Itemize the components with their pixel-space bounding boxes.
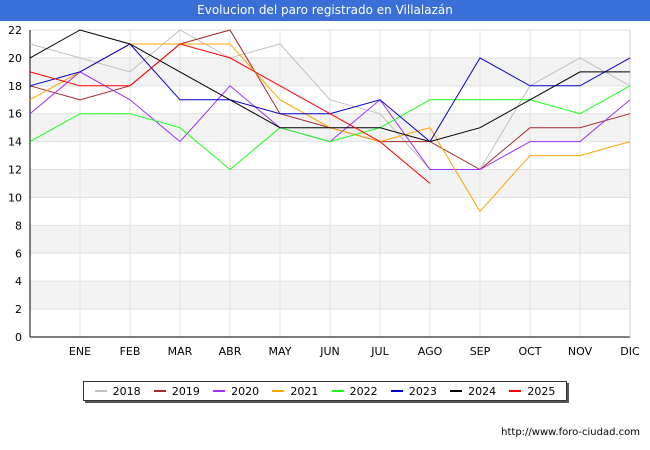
x-tick-label: ABR <box>219 345 242 358</box>
y-tick-label: 14 <box>8 136 22 149</box>
x-tick-label: OCT <box>518 345 541 358</box>
x-tick-label: FEB <box>120 345 141 358</box>
legend-item-2018: 2018 <box>94 384 141 398</box>
series-line-2024 <box>29 29 630 143</box>
legend-swatch <box>509 390 522 392</box>
legend-label: 2020 <box>231 384 260 398</box>
y-tick-label: 20 <box>8 52 22 65</box>
y-tick-label: 4 <box>15 275 22 288</box>
y-tick-label: 10 <box>8 191 22 204</box>
y-tick-label: 2 <box>15 303 22 316</box>
x-tick-label: JUN <box>319 345 340 358</box>
legend-swatch <box>153 390 166 392</box>
legend-item-2021: 2021 <box>272 385 318 398</box>
y-tick-label: 18 <box>8 80 22 93</box>
legend-item-2025: 2025 <box>509 385 555 398</box>
x-tick-label: DIC <box>620 345 640 358</box>
legend-swatch <box>272 390 285 392</box>
y-tick-label: 6 <box>15 247 22 260</box>
x-tick-label: NOV <box>568 345 593 358</box>
legend-item-2022: 2022 <box>331 384 378 398</box>
legend-swatch <box>94 390 107 392</box>
legend-label: 2022 <box>349 384 378 398</box>
legend-label: 2021 <box>290 384 319 398</box>
x-tick-label: SEP <box>470 345 491 358</box>
legend-label: 2025 <box>527 384 556 398</box>
x-tick-label: JUL <box>370 345 389 358</box>
series-lines <box>29 29 631 213</box>
y-tick-label: 12 <box>8 164 22 177</box>
legend-swatch <box>331 390 344 392</box>
legend-label: 2023 <box>408 384 437 398</box>
legend-swatch <box>213 390 226 392</box>
y-tick-label: 22 <box>8 24 22 37</box>
axes <box>29 30 631 338</box>
y-tick-label: 0 <box>15 331 22 344</box>
series-line-2025 <box>29 43 431 184</box>
source-credit: http://www.foro-ciudad.com <box>501 427 640 438</box>
legend-item-2019: 2019 <box>153 384 200 398</box>
legend: 2018 2019 2020 2021 2022 2023 2024 2025 <box>83 381 567 401</box>
x-tick-label: AGO <box>418 345 443 358</box>
legend-label: 2024 <box>468 384 497 398</box>
legend-item-2020: 2020 <box>213 385 259 398</box>
legend-label: 2018 <box>112 384 141 398</box>
legend-item-2023: 2023 <box>390 384 437 398</box>
chart-title: Evolucion del paro registrado en Villala… <box>0 0 650 21</box>
y-tick-label: 8 <box>15 219 22 232</box>
x-tick-labels: ENE FEB MAR ABR MAY JUN JUL AGO SEP OCT NOV DIC <box>69 345 640 358</box>
y-tick-labels: 0 2 4 6 8 10 12 14 16 18 20 22 <box>8 24 22 344</box>
x-tick-label: MAR <box>168 345 193 358</box>
legend-swatch <box>390 390 403 392</box>
y-tick-label: 16 <box>8 108 22 121</box>
legend-label: 2019 <box>171 384 200 398</box>
legend-swatch <box>450 390 463 392</box>
legend-item-2024: 2024 <box>450 385 496 398</box>
x-tick-label: MAY <box>269 345 292 358</box>
x-tick-label: ENE <box>69 345 91 358</box>
